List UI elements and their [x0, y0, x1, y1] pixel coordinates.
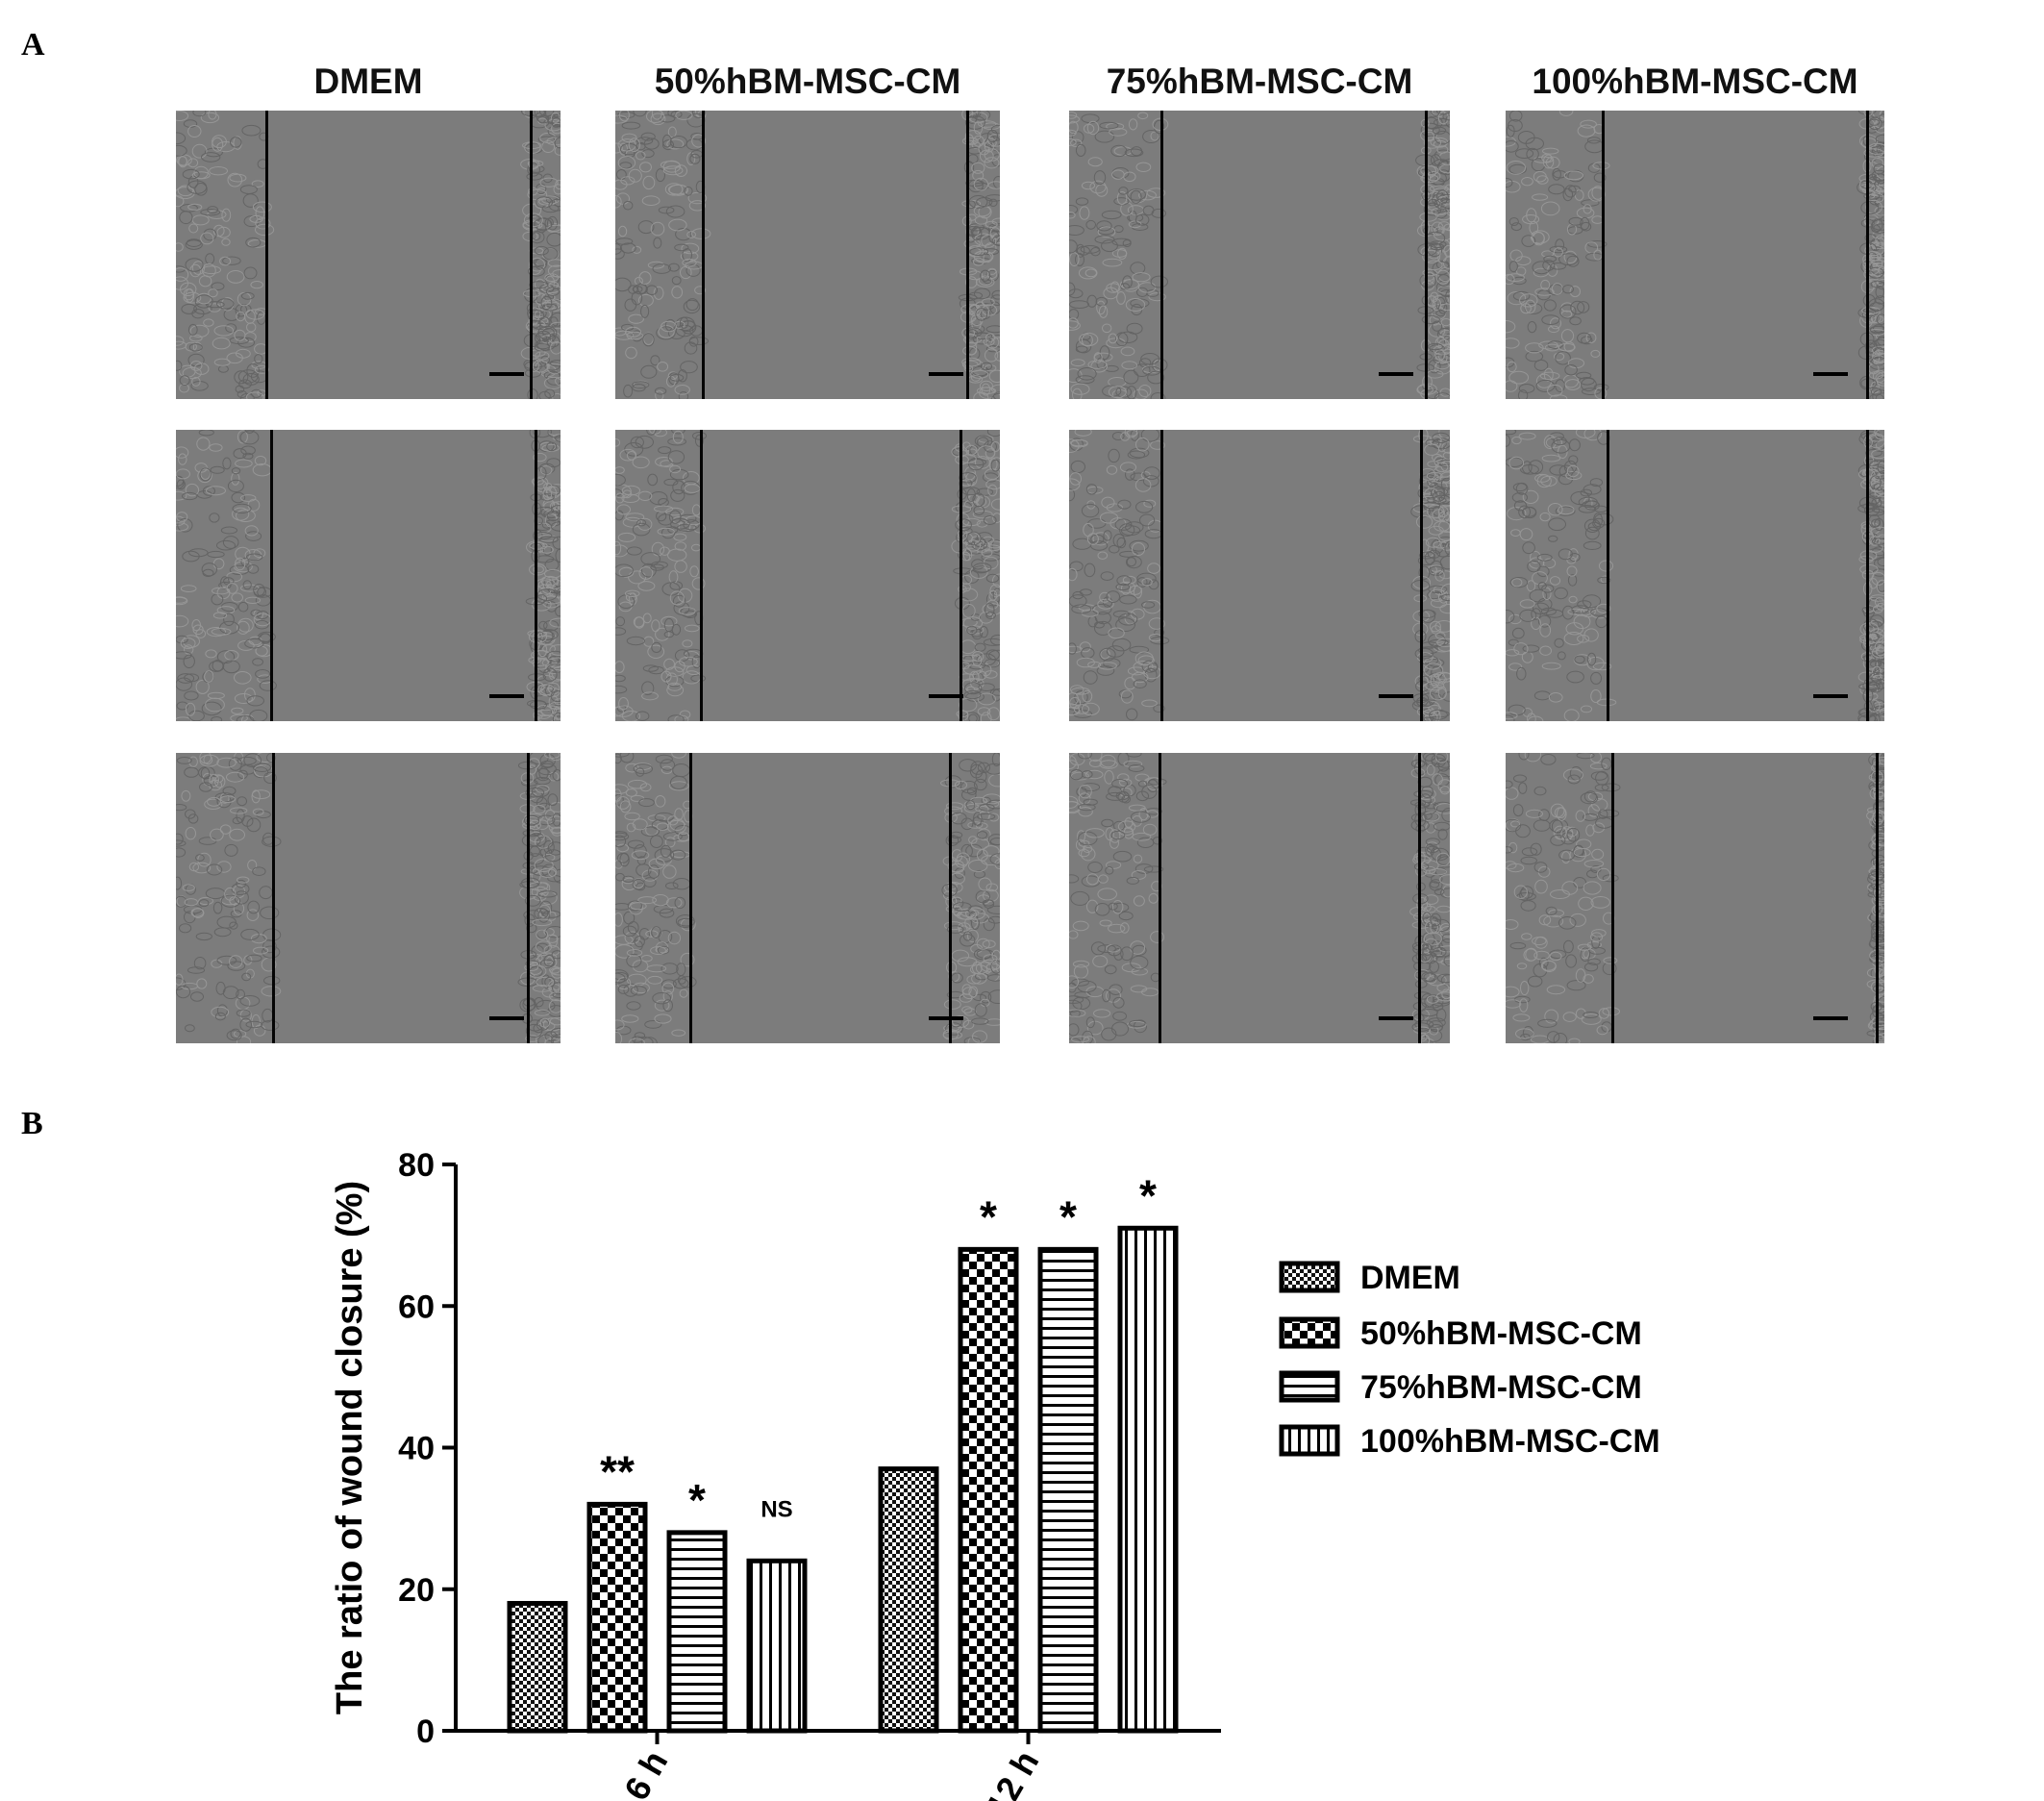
bar — [1117, 1225, 1179, 1734]
micrograph-image — [1069, 753, 1450, 1043]
micrograph-image — [615, 753, 1000, 1043]
wound-edge-line — [1420, 430, 1423, 721]
wound-edge-line — [960, 430, 962, 721]
scale-bar — [929, 1016, 963, 1020]
legend-swatch — [1279, 1424, 1340, 1457]
cell-texture — [1506, 111, 1884, 399]
legend-label: 75%hBM-MSC-CM — [1360, 1369, 1642, 1406]
legend-swatch — [1279, 1261, 1340, 1293]
wound-edge-line — [1418, 753, 1421, 1043]
panel-label-a: A — [21, 27, 45, 63]
x-tick-label: 12 h — [978, 1744, 1047, 1801]
micrograph-image — [615, 430, 1000, 721]
wound-edge-line — [1611, 753, 1614, 1043]
cell-texture — [1506, 753, 1884, 1043]
bar — [746, 1558, 808, 1734]
significance-label: NS — [760, 1496, 792, 1522]
micrograph-image — [1069, 111, 1450, 399]
wound-edge-line — [1602, 111, 1605, 399]
column-header: 75%hBM-MSC-CM — [1106, 62, 1413, 101]
micrograph-image — [176, 111, 561, 399]
column-header: 50%hBM-MSC-CM — [654, 62, 961, 101]
scale-bar — [1379, 694, 1413, 698]
y-tick-label: 40 — [398, 1431, 435, 1467]
panel-label-b: B — [21, 1106, 43, 1141]
wound-edge-line — [1607, 430, 1609, 721]
wound-edge-line — [702, 111, 705, 399]
y-tick-label: 60 — [398, 1288, 435, 1325]
legend-label: DMEM — [1360, 1260, 1460, 1296]
wound-edge-line — [1160, 111, 1163, 399]
significance-label: * — [1059, 1191, 1077, 1241]
legend-label: 50%hBM-MSC-CM — [1360, 1315, 1642, 1352]
wound-edge-line — [1425, 111, 1428, 399]
wound-edge-line — [1159, 753, 1161, 1043]
wound-edge-line — [530, 111, 533, 399]
micrograph-image — [176, 430, 561, 721]
wound-edge-line — [966, 111, 969, 399]
wound-edge-line — [527, 753, 530, 1043]
scale-bar — [1813, 1016, 1848, 1020]
scale-bar — [1813, 694, 1848, 698]
wound-edge-line — [265, 111, 268, 399]
scale-bar — [929, 694, 963, 698]
wound-edge-line — [1866, 111, 1869, 399]
significance-label: * — [688, 1475, 706, 1525]
cell-texture — [1069, 753, 1450, 1043]
scale-bar — [929, 372, 963, 376]
scale-bar — [489, 372, 524, 376]
scale-bar — [489, 694, 524, 698]
wound-edge-line — [1866, 430, 1869, 721]
scale-bar — [1379, 1016, 1413, 1020]
cell-texture — [176, 430, 561, 721]
y-tick-label: 80 — [398, 1147, 435, 1184]
cell-texture — [1506, 430, 1884, 721]
significance-label: * — [980, 1191, 997, 1241]
micrograph-image — [1506, 111, 1884, 399]
cell-texture — [176, 753, 561, 1043]
cell-texture — [1069, 430, 1450, 721]
cell-texture — [176, 111, 561, 399]
legend-label: 100%hBM-MSC-CM — [1360, 1423, 1660, 1460]
x-tick-label: 6 h — [616, 1744, 676, 1801]
scale-bar — [1813, 372, 1848, 376]
wound-edge-line — [535, 430, 537, 721]
micrograph-image — [615, 111, 1000, 399]
micrograph-image — [176, 753, 561, 1043]
significance-label: * — [1139, 1170, 1157, 1220]
wound-edge-line — [949, 753, 952, 1043]
cell-texture — [615, 430, 1000, 721]
bar — [666, 1530, 728, 1734]
cell-texture — [1069, 111, 1450, 399]
scale-bar — [489, 1016, 524, 1020]
y-tick-label: 0 — [416, 1713, 435, 1750]
wound-edge-line — [689, 753, 692, 1043]
wound-edge-line — [270, 430, 273, 721]
bar — [878, 1466, 939, 1734]
y-tick-label: 20 — [398, 1572, 435, 1609]
micrograph-image — [1506, 430, 1884, 721]
wound-edge-line — [1160, 430, 1163, 721]
bar — [586, 1501, 648, 1734]
wound-edge-line — [1876, 753, 1879, 1043]
bar — [507, 1600, 568, 1734]
significance-label: ** — [600, 1446, 635, 1496]
micrograph-image — [1506, 753, 1884, 1043]
wound-edge-line — [272, 753, 275, 1043]
scale-bar — [1379, 372, 1413, 376]
cell-texture — [615, 753, 1000, 1043]
micrograph-image — [1069, 430, 1450, 721]
legend-swatch — [1279, 1316, 1340, 1349]
column-header: 100%hBM-MSC-CM — [1532, 62, 1858, 101]
y-axis-label: The ratio of wound closure (%) — [330, 1181, 370, 1714]
wound-edge-line — [700, 430, 703, 721]
column-header: DMEM — [313, 62, 423, 101]
bar — [1037, 1246, 1099, 1734]
bar — [958, 1246, 1019, 1734]
cell-texture — [615, 111, 1000, 399]
legend-swatch — [1279, 1370, 1340, 1403]
